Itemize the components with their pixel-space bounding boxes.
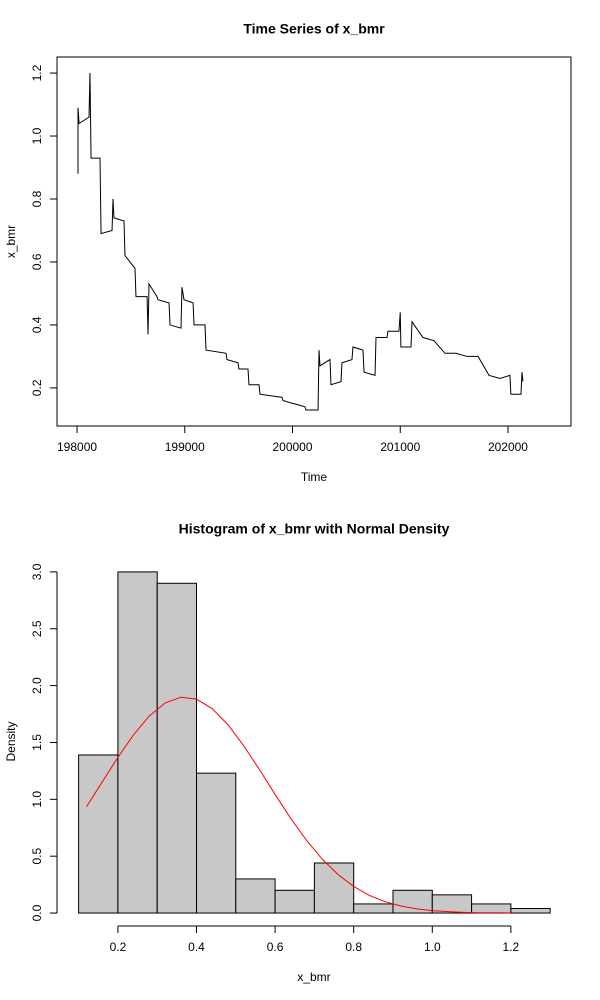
histogram-bar (235, 878, 276, 914)
plot-frame (56, 56, 572, 427)
y-tick-label: 1.0 (30, 127, 44, 144)
x-axis-label: Time (301, 470, 328, 484)
chart-title: Histogram of x_bmr with Normal Density (179, 521, 450, 537)
y-tick-label: 1.5 (30, 734, 44, 751)
y-axis-label: x_bmr (4, 225, 18, 258)
x-axis-label: x_bmr (297, 970, 330, 984)
x-tick-label: 1.2 (503, 940, 520, 954)
x-tick-label: 0.4 (188, 940, 205, 954)
x-tick-label: 199000 (165, 440, 205, 454)
x-tick-label: 0.8 (345, 940, 362, 954)
histogram-bar (353, 903, 394, 914)
x-tick-label: 202000 (488, 440, 528, 454)
y-tick-label: 0.0 (30, 904, 44, 921)
histogram-bar (431, 894, 473, 914)
histogram-bar (196, 772, 237, 914)
x-tick-label: 198000 (57, 440, 97, 454)
histogram-bar (78, 754, 119, 914)
y-tick-label: 0.4 (30, 316, 44, 333)
y-tick-label: 2.5 (30, 620, 44, 637)
chart-title: Time Series of x_bmr (243, 21, 385, 37)
y-tick-label: 0.8 (30, 190, 44, 207)
y-tick-label: 1.2 (30, 64, 44, 81)
series-line (77, 73, 524, 411)
x-tick-label: 200000 (272, 440, 312, 454)
histogram-bar (471, 903, 512, 914)
y-tick-label: 0.6 (30, 253, 44, 270)
y-tick-label: 1.0 (30, 791, 44, 808)
y-tick-label: 0.2 (30, 379, 44, 396)
x-tick-label: 0.6 (267, 940, 284, 954)
y-tick-label: 2.0 (30, 677, 44, 694)
x-tick-label: 0.2 (110, 940, 127, 954)
density-curve (86, 696, 511, 914)
histogram-bar (156, 582, 198, 914)
histogram-bar (274, 889, 315, 914)
histogram-bar (510, 907, 551, 914)
histogram-bar (117, 571, 158, 914)
histogram-bar (313, 862, 355, 914)
y-tick-label: 3.0 (30, 563, 44, 580)
x-tick-label: 1.0 (424, 940, 441, 954)
x-tick-label: 201000 (380, 440, 420, 454)
y-tick-label: 0.5 (30, 848, 44, 865)
y-axis-label: Density (4, 721, 18, 761)
